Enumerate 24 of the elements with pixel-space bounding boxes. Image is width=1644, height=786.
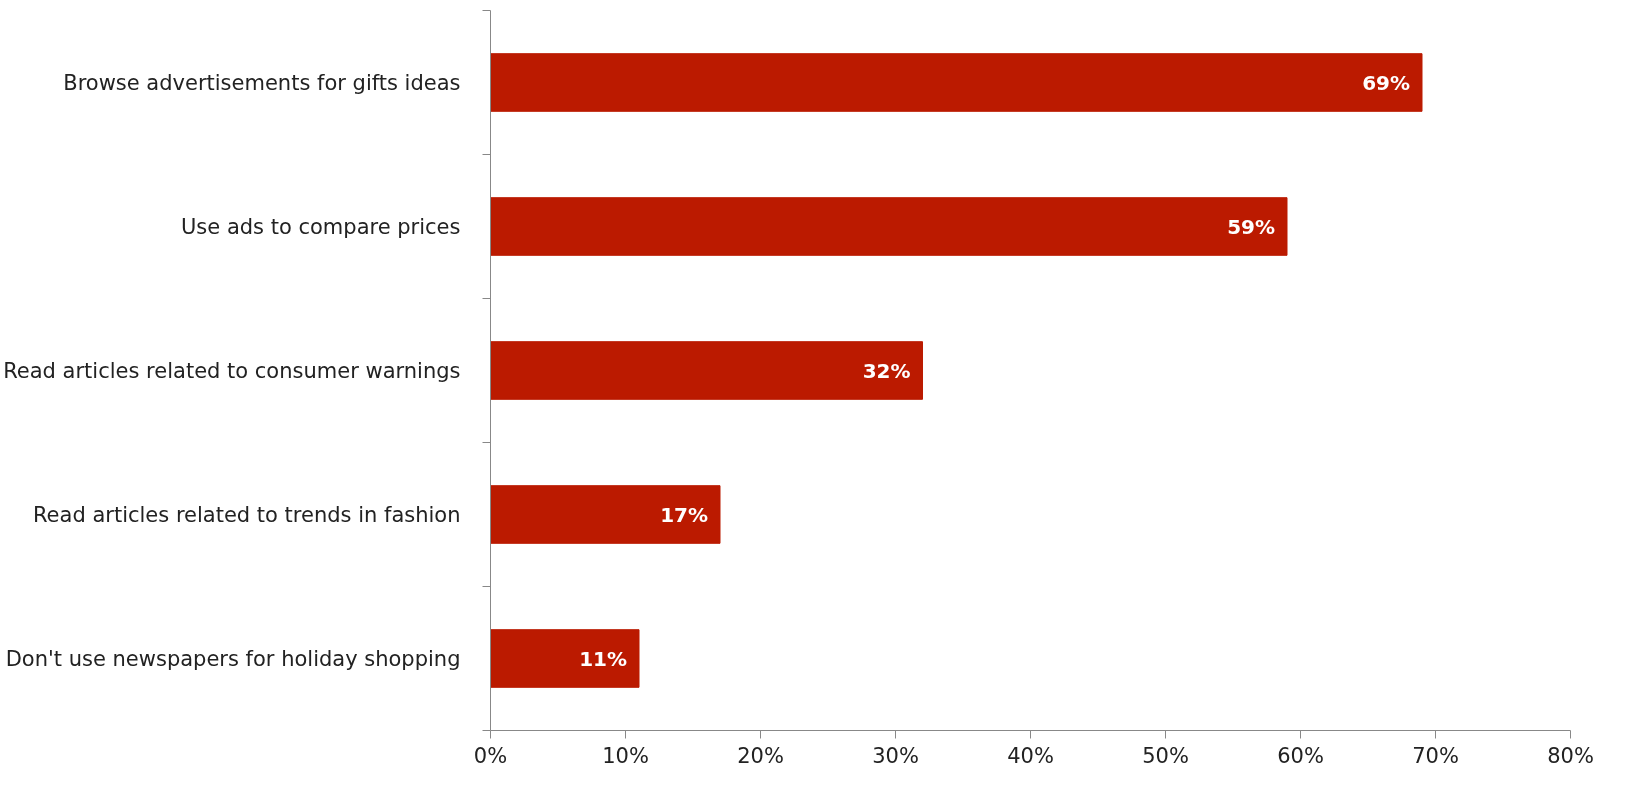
x-tick-label: 40% — [1007, 743, 1054, 768]
x-tick-label: 60% — [1277, 743, 1324, 768]
data-label: 11% — [579, 646, 627, 671]
data-label: 59% — [1227, 214, 1275, 239]
y-tick-label: Browse advertisements for gifts ideas — [63, 70, 461, 95]
bar — [490, 197, 1288, 256]
data-label: 69% — [1362, 70, 1410, 95]
bar — [490, 485, 721, 544]
bar — [490, 629, 640, 688]
y-tick-label: Use ads to compare prices — [181, 214, 461, 239]
data-label: 17% — [660, 502, 708, 527]
x-tick-label: 10% — [602, 743, 649, 768]
x-tick-label: 80% — [1547, 743, 1594, 768]
y-tick-label: Read articles related to trends in fashion — [32, 502, 461, 527]
x-tick-label: 30% — [872, 743, 919, 768]
y-tick-label: Don't use newspapers for holiday shopping — [5, 646, 461, 671]
x-tick-label: 50% — [1142, 743, 1189, 768]
data-label: 32% — [862, 358, 911, 383]
y-tick-label: Read articles related to consumer warnings — [3, 358, 461, 383]
x-tick-label: 0% — [473, 743, 508, 768]
x-tick-label: 20% — [737, 743, 784, 768]
x-tick-label: 70% — [1412, 743, 1459, 768]
bar — [490, 341, 923, 400]
bar — [490, 53, 1423, 112]
